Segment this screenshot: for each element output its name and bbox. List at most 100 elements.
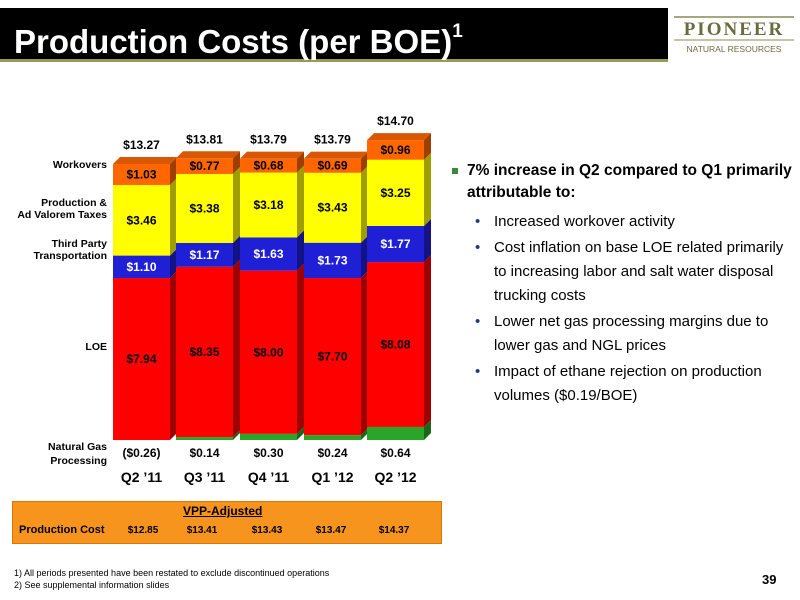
gas-processing-value-label: $0.24 — [317, 446, 347, 460]
taxes-segment — [367, 159, 424, 227]
footnotes: 1) All periods presented have been resta… — [14, 567, 329, 591]
sub-bullet-text: Impact of ethane rejection on production… — [494, 363, 762, 404]
main-bullet-text: 7% increase in Q2 compared to Q1 primari… — [467, 162, 792, 201]
bar-top-face — [304, 151, 368, 159]
taxes-segment-side — [361, 165, 368, 243]
series-axis-label: Transportation — [33, 250, 107, 262]
taxes-segment-side — [297, 165, 304, 238]
segment-value-label: $3.25 — [380, 186, 410, 200]
stacked-bars — [113, 133, 431, 440]
transportation-segment — [240, 237, 297, 271]
gas-processing-segment-side — [297, 426, 304, 440]
series-labels: Workovers Production &Ad Valorem Taxes Thi… — [17, 159, 107, 467]
workovers-segment — [304, 158, 361, 173]
transportation-segment-side — [361, 235, 368, 279]
sub-bullet-list: • Increased workover activity • Cost infla… — [450, 210, 795, 408]
gas-processing-segment — [304, 435, 361, 440]
loe-segment — [113, 278, 170, 440]
header: Production Costs (per BOE)1 PIONEER NATU… — [0, 0, 800, 72]
sub-bullet: • Increased workover activity — [450, 210, 795, 234]
workovers-segment — [240, 158, 297, 173]
loe-segment-side — [170, 271, 177, 440]
segment-value-label: $1.10 — [126, 260, 156, 274]
taxes-segment — [113, 185, 170, 256]
segment-value-label: $7.70 — [317, 350, 347, 364]
page-title: Production Costs (per BOE)1 — [14, 21, 463, 61]
vpp-title: VPP-Adjusted — [183, 504, 263, 518]
transportation-segment-side — [424, 219, 431, 263]
gas-processing-value-label: $0.64 — [380, 446, 410, 460]
segment-value-label: $1.73 — [317, 253, 347, 267]
category-label: Q2 ’11 — [121, 469, 162, 485]
workovers-segment-side — [170, 156, 177, 185]
workovers-segment — [176, 158, 233, 174]
category-label: Q2 ’12 — [374, 469, 416, 485]
workovers-segment-side — [361, 151, 368, 173]
loe-segment — [304, 278, 361, 436]
gas-processing-segment-side — [233, 430, 240, 440]
footnote: 1) All periods presented have been resta… — [14, 568, 330, 578]
workovers-segment — [367, 140, 424, 160]
loe-segment-side — [233, 259, 240, 438]
taxes-segment — [176, 173, 233, 243]
segment-value-label: $7.94 — [126, 352, 156, 366]
segment-value-label: $1.03 — [126, 167, 156, 181]
category-labels: Q2 ’11 Q3 ’11 Q4 ’11 Q1 ’12 Q2 ’12 — [121, 469, 417, 485]
gas-processing-segment-side — [424, 419, 431, 440]
dot-bullet-icon: • — [475, 363, 481, 380]
gas-processing-labels: ($0.26) $0.14 $0.30 $0.24 $0.64 — [122, 446, 410, 460]
main-bullet: 7% increase in Q2 compared to Q1 primari… — [450, 160, 795, 204]
sub-bullet-text: Cost inflation on base LOE related prima… — [494, 239, 784, 304]
series-axis-label: LOE — [85, 341, 107, 353]
segment-value-label: $3.43 — [317, 201, 347, 215]
segment-value-label: $3.46 — [126, 213, 156, 227]
transportation-segment-side — [170, 248, 177, 279]
bar-top-face — [176, 151, 240, 159]
square-bullet-icon — [452, 168, 458, 174]
total-value-label: $13.79 — [250, 133, 287, 147]
series-axis-label: Workovers — [53, 159, 107, 171]
loe-segment — [367, 262, 424, 427]
production-costs-chart: Workovers Production &Ad Valorem Taxes Thi… — [17, 114, 431, 485]
series-axis-label: Natural Gas — [48, 441, 107, 453]
vpp-value: $13.43 — [251, 525, 283, 536]
sub-bullet-text: Lower net gas processing margins due to … — [494, 313, 769, 354]
title-bar: Production Costs (per BOE)1 — [0, 8, 668, 62]
total-value-label: $14.70 — [377, 114, 414, 128]
sub-bullet: • Impact of ethane rejection on productio… — [450, 360, 795, 408]
total-labels: $13.27 $13.81 $13.79 $13.79 $14.70 — [123, 114, 414, 152]
taxes-segment-side — [170, 178, 177, 256]
bar-top-face — [240, 151, 304, 159]
loe-segment-side — [424, 255, 431, 427]
segment-value-label: $8.08 — [380, 338, 410, 352]
workovers-segment — [113, 163, 170, 185]
taxes-segment — [304, 172, 361, 243]
transportation-segment-side — [297, 230, 304, 271]
footnote: 2) See supplemental information slides — [14, 580, 170, 590]
loe-segment-side — [297, 263, 304, 434]
loe-segment-side — [361, 271, 368, 436]
series-axis-label: Production & — [41, 197, 107, 209]
workovers-segment-side — [297, 151, 304, 173]
bullet-list: 7% increase in Q2 compared to Q1 primari… — [450, 160, 795, 410]
transportation-segment — [176, 242, 233, 267]
segment-value-label: $8.35 — [189, 345, 219, 359]
segment-value-label: $3.38 — [189, 201, 219, 215]
segment-value-label: $1.17 — [189, 248, 219, 262]
total-value-label: $13.79 — [314, 133, 351, 147]
page-title-text: Production Costs (per BOE) — [14, 23, 453, 60]
transportation-segment — [113, 255, 170, 279]
sub-bullet-text: Increased workover activity — [494, 213, 675, 230]
category-label: Q3 ’11 — [184, 469, 225, 485]
loe-segment — [240, 270, 297, 434]
vpp-value: $13.41 — [186, 525, 218, 536]
transportation-segment-side — [233, 235, 240, 267]
taxes-segment-side — [233, 166, 240, 243]
segment-value-label: $1.77 — [380, 237, 410, 251]
dot-bullet-icon: • — [475, 239, 481, 256]
sub-bullet: • Cost inflation on base LOE related prim… — [450, 236, 795, 308]
bar-top-face — [367, 133, 431, 141]
gas-processing-segment-side — [361, 428, 368, 440]
vpp-value: $12.85 — [127, 525, 159, 536]
logo-sub-text: NATURAL RESOURCES — [687, 44, 782, 54]
